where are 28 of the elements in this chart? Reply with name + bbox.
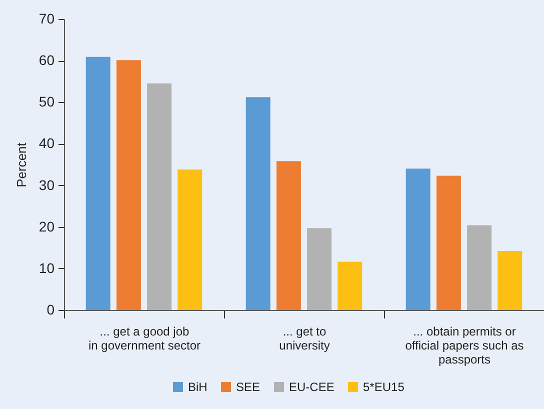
bar bbox=[498, 250, 522, 310]
bar bbox=[246, 97, 270, 310]
legend-label: SEE bbox=[236, 380, 260, 394]
y-tick-label: 30 bbox=[38, 176, 55, 193]
y-tick-label: 10 bbox=[38, 260, 55, 276]
y-tick-label: 50 bbox=[38, 94, 55, 110]
y-axis-title: Percent bbox=[14, 142, 29, 188]
bar bbox=[86, 56, 110, 310]
x-tick-label: ... get a good job in government sector bbox=[88, 324, 201, 352]
y-tick-label: 0 bbox=[46, 302, 55, 318]
bar bbox=[406, 168, 430, 310]
x-tick-label: ... obtain permits or official papers such as passports bbox=[405, 324, 524, 366]
bar bbox=[338, 262, 362, 310]
legend-label: 5*EU15 bbox=[363, 380, 405, 394]
x-tick-label: ... get to university bbox=[279, 324, 330, 352]
legend-label: BiH bbox=[188, 380, 208, 394]
bar bbox=[467, 225, 492, 310]
bar bbox=[276, 161, 301, 310]
y-tick-label: 70 bbox=[38, 10, 55, 26]
bar bbox=[307, 228, 332, 310]
bar bbox=[178, 169, 202, 310]
y-tick-label: 60 bbox=[38, 52, 55, 68]
bar bbox=[116, 60, 141, 310]
bar bbox=[436, 176, 461, 310]
legend-label: EU-CEE bbox=[289, 380, 334, 394]
y-tick-label: 20 bbox=[38, 218, 55, 234]
y-tick-label: 40 bbox=[38, 135, 55, 152]
bar bbox=[147, 83, 172, 310]
